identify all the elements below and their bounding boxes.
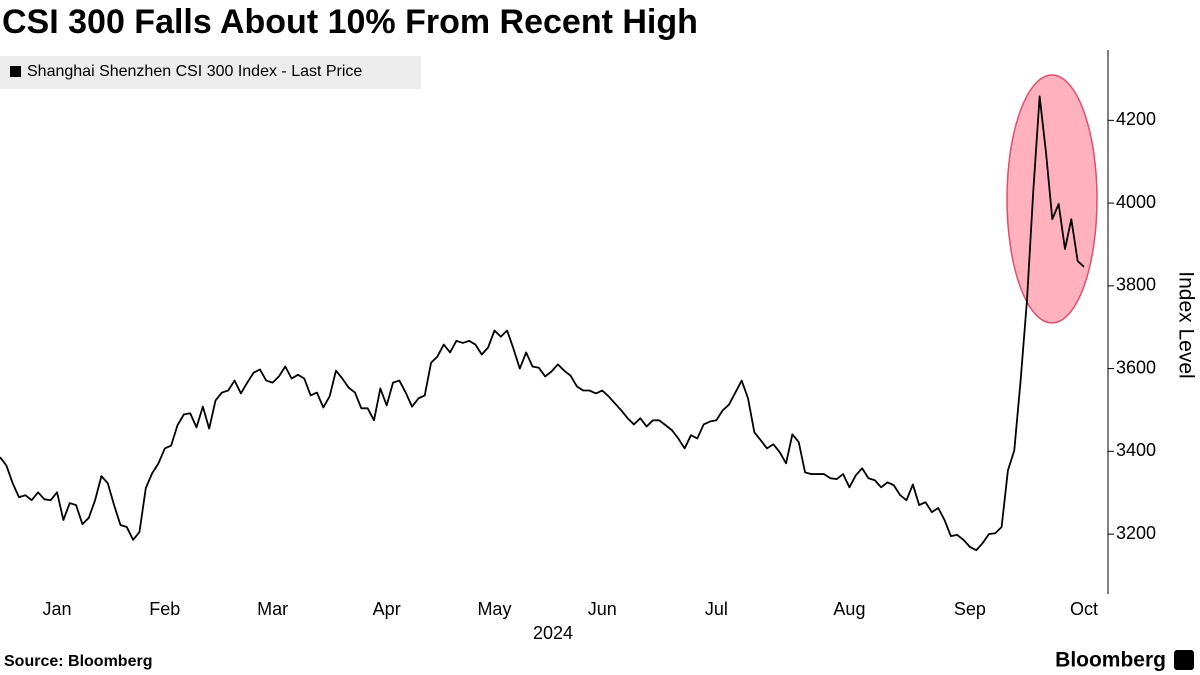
legend-label: Shanghai Shenzhen CSI 300 Index - Last P… xyxy=(27,63,362,80)
x-tick-label: Mar xyxy=(257,599,288,619)
x-tick-label: Feb xyxy=(149,599,180,619)
source: Source: Bloomberg xyxy=(4,653,152,670)
x-tick-label: Oct xyxy=(1070,599,1098,619)
chart-title: CSI 300 Falls About 10% From Recent High xyxy=(2,3,698,41)
y-tick-label: 4200 xyxy=(1116,109,1156,129)
x-tick-label: Apr xyxy=(373,599,401,619)
x-tick-label: Aug xyxy=(833,599,865,619)
x-tick-label: Sep xyxy=(954,599,986,619)
y-tick-label: 3200 xyxy=(1116,523,1156,543)
x-tick-label: May xyxy=(477,599,511,619)
brand: Bloomberg xyxy=(1055,649,1166,672)
y-axis-label: Index Level xyxy=(1174,271,1197,378)
y-tick-label: 3400 xyxy=(1116,440,1156,460)
legend-box xyxy=(0,56,421,89)
highlight-circle xyxy=(1006,74,1098,324)
y-tick-label: 3800 xyxy=(1116,275,1156,295)
legend-swatch xyxy=(10,66,21,77)
x-axis-label: 2024 xyxy=(533,623,573,643)
x-tick-label: Jun xyxy=(588,599,617,619)
brand-icon xyxy=(1174,650,1194,670)
x-tick-label: Jul xyxy=(705,599,728,619)
y-tick-label: 4000 xyxy=(1116,192,1156,212)
y-tick-label: 3600 xyxy=(1116,357,1156,377)
x-tick-label: Jan xyxy=(43,599,72,619)
line-series xyxy=(0,95,1085,552)
